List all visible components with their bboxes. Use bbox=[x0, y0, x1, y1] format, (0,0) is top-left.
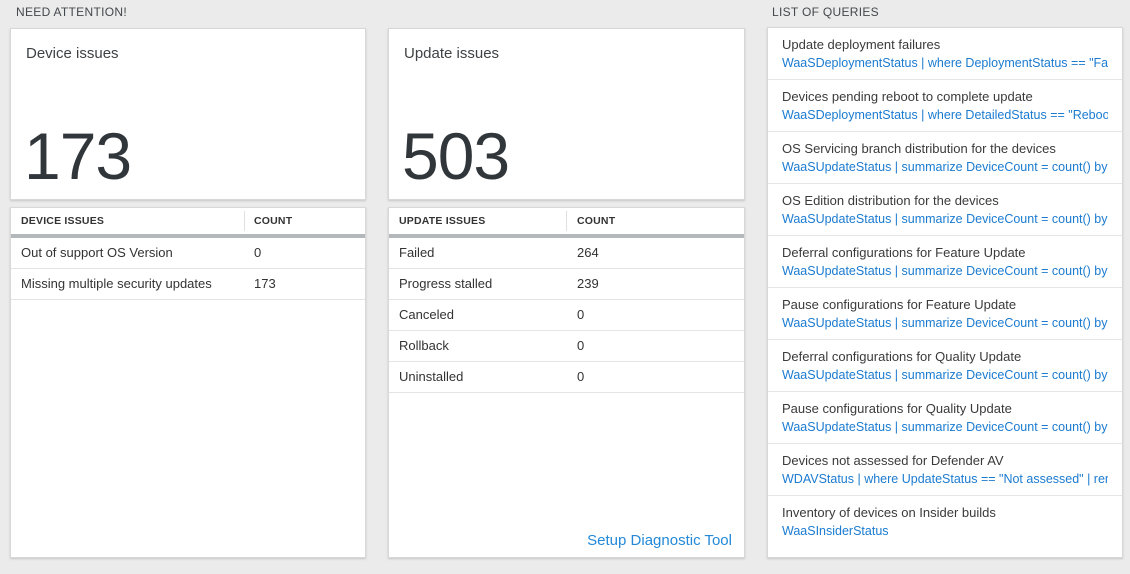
query-list-item[interactable]: Inventory of devices on Insider builds W… bbox=[768, 496, 1122, 547]
column-divider bbox=[244, 211, 245, 231]
query-title: Devices pending reboot to complete updat… bbox=[782, 89, 1033, 104]
column-header-device-issues: DEVICE ISSUES bbox=[21, 215, 105, 227]
row-label: Missing multiple security updates bbox=[21, 276, 212, 291]
column-header-update-issues: UPDATE ISSUES bbox=[399, 215, 486, 227]
query-list-item[interactable]: OS Servicing branch distribution for the… bbox=[768, 132, 1122, 184]
row-label: Uninstalled bbox=[399, 369, 464, 384]
query-title: Deferral configurations for Feature Upda… bbox=[782, 245, 1026, 260]
query-list-panel: Update deployment failures WaaSDeploymen… bbox=[767, 27, 1123, 558]
table-header-bar bbox=[11, 234, 365, 238]
row-count: 0 bbox=[254, 245, 262, 260]
table-row[interactable]: Rollback 0 bbox=[389, 331, 744, 362]
query-list-item[interactable]: Pause configurations for Quality Update … bbox=[768, 392, 1122, 444]
row-label: Failed bbox=[399, 245, 435, 260]
row-count: 0 bbox=[577, 369, 585, 384]
query-title: Devices not assessed for Defender AV bbox=[782, 453, 1004, 468]
column-divider bbox=[566, 211, 567, 231]
setup-diagnostic-tool-link[interactable]: Setup Diagnostic Tool bbox=[587, 532, 732, 549]
column-header-count: COUNT bbox=[577, 215, 616, 227]
table-row[interactable]: Out of support OS Version 0 bbox=[11, 238, 365, 269]
device-issues-table: DEVICE ISSUES COUNT Out of support OS Ve… bbox=[10, 207, 366, 558]
table-row[interactable]: Progress stalled 239 bbox=[389, 269, 744, 300]
update-issues-tile-title: Update issues bbox=[404, 45, 500, 62]
row-count: 0 bbox=[577, 338, 585, 353]
query-title: Pause configurations for Feature Update bbox=[782, 297, 1017, 312]
query-code: WaaSUpdateStatus | summarize DeviceCount… bbox=[782, 264, 1108, 278]
table-row[interactable]: Failed 264 bbox=[389, 238, 744, 269]
device-issues-table-header: DEVICE ISSUES COUNT bbox=[11, 208, 365, 234]
device-issues-count: 173 bbox=[24, 119, 132, 193]
update-issues-table: UPDATE ISSUES COUNT Failed 264 Progress … bbox=[388, 207, 745, 558]
query-code: WaaSDeploymentStatus | where DetailedSta… bbox=[782, 108, 1108, 122]
list-of-queries-section-title: LIST OF QUERIES bbox=[772, 5, 879, 19]
row-label: Out of support OS Version bbox=[21, 245, 173, 260]
query-code: WaaSUpdateStatus | summarize DeviceCount… bbox=[782, 160, 1108, 174]
query-title: Deferral configurations for Quality Upda… bbox=[782, 349, 1022, 364]
query-code: WaaSUpdateStatus | summarize DeviceCount… bbox=[782, 420, 1108, 434]
query-title: OS Servicing branch distribution for the… bbox=[782, 141, 1056, 156]
row-count: 239 bbox=[577, 276, 599, 291]
query-list-item[interactable]: Deferral configurations for Quality Upda… bbox=[768, 340, 1122, 392]
query-list-item[interactable]: Devices not assessed for Defender AV WDA… bbox=[768, 444, 1122, 496]
query-list-item[interactable]: Deferral configurations for Feature Upda… bbox=[768, 236, 1122, 288]
table-row[interactable]: Canceled 0 bbox=[389, 300, 744, 331]
update-issues-count: 503 bbox=[402, 119, 510, 193]
query-list-item[interactable]: Pause configurations for Feature Update … bbox=[768, 288, 1122, 340]
row-count: 0 bbox=[577, 307, 585, 322]
need-attention-section-title: NEED ATTENTION! bbox=[16, 5, 127, 19]
query-code: WaaSUpdateStatus | summarize DeviceCount… bbox=[782, 316, 1108, 330]
device-issues-tile-title: Device issues bbox=[26, 45, 119, 62]
query-code: WaaSDeploymentStatus | where DeploymentS… bbox=[782, 56, 1108, 70]
query-list-item[interactable]: Update deployment failures WaaSDeploymen… bbox=[768, 28, 1122, 80]
row-label: Progress stalled bbox=[399, 276, 493, 291]
query-code: WaaSUpdateStatus | summarize DeviceCount… bbox=[782, 212, 1108, 226]
row-label: Canceled bbox=[399, 307, 454, 322]
update-issues-table-header: UPDATE ISSUES COUNT bbox=[389, 208, 744, 234]
query-title: OS Edition distribution for the devices bbox=[782, 193, 999, 208]
query-code: WaaSUpdateStatus | summarize DeviceCount… bbox=[782, 368, 1108, 382]
row-label: Rollback bbox=[399, 338, 449, 353]
row-count: 264 bbox=[577, 245, 599, 260]
column-header-count: COUNT bbox=[254, 215, 293, 227]
query-code: WaaSInsiderStatus bbox=[782, 524, 889, 538]
query-code: WDAVStatus | where UpdateStatus == "Not … bbox=[782, 472, 1108, 486]
query-title: Pause configurations for Quality Update bbox=[782, 401, 1012, 416]
table-row[interactable]: Missing multiple security updates 173 bbox=[11, 269, 365, 300]
query-title: Inventory of devices on Insider builds bbox=[782, 505, 996, 520]
query-list-item[interactable]: OS Edition distribution for the devices … bbox=[768, 184, 1122, 236]
query-title: Update deployment failures bbox=[782, 37, 941, 52]
device-issues-tile[interactable]: Device issues 173 bbox=[10, 28, 366, 200]
update-issues-tile[interactable]: Update issues 503 bbox=[388, 28, 745, 200]
table-header-bar bbox=[389, 234, 744, 238]
table-row[interactable]: Uninstalled 0 bbox=[389, 362, 744, 393]
query-list-item[interactable]: Devices pending reboot to complete updat… bbox=[768, 80, 1122, 132]
row-count: 173 bbox=[254, 276, 276, 291]
